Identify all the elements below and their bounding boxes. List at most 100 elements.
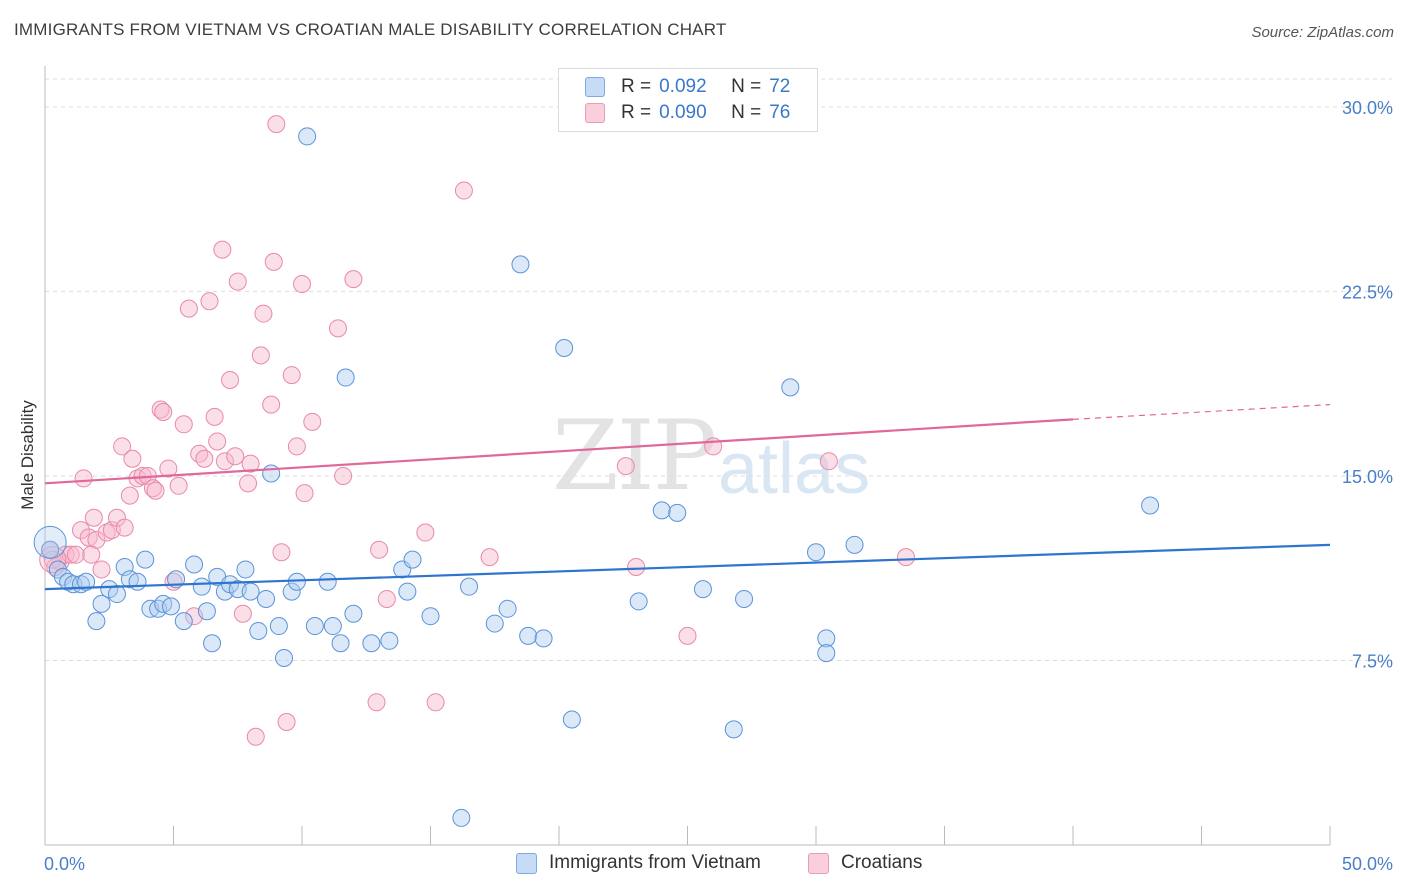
y-tick-label: 22.5% xyxy=(1342,282,1393,302)
croatians-point xyxy=(293,275,311,294)
croatians-point xyxy=(264,252,283,271)
vietnam-point xyxy=(197,602,216,621)
legend-label-vietnam: Immigrants from Vietnam xyxy=(549,852,761,873)
croatians-point xyxy=(205,407,224,426)
croatians-point xyxy=(246,727,265,746)
croatians-point xyxy=(115,518,134,537)
vietnam-point xyxy=(817,644,836,663)
croatians-point xyxy=(896,548,915,567)
vietnam-point xyxy=(305,617,324,636)
vietnam-point xyxy=(1141,496,1160,515)
croatians-point xyxy=(241,454,260,473)
croatians-point xyxy=(71,521,90,540)
croatians-point xyxy=(174,415,193,434)
vietnam-point xyxy=(53,567,72,586)
croatians-point xyxy=(226,447,245,466)
watermark-zip: ZIP xyxy=(552,400,717,512)
vietnam-point xyxy=(262,464,281,483)
vietnam-point xyxy=(282,582,301,601)
vietnam-point xyxy=(241,582,260,601)
vietnam-point xyxy=(817,629,836,648)
vietnam-point xyxy=(498,599,517,618)
vietnam-point xyxy=(724,720,743,739)
x-tick-label: 0.0% xyxy=(44,854,85,874)
croatians-point xyxy=(262,395,281,414)
vietnam-point xyxy=(128,572,147,591)
legend-r-label: R = xyxy=(621,76,652,97)
vietnam-point xyxy=(460,577,479,596)
vietnam-point xyxy=(519,626,538,645)
vietnam-point xyxy=(318,572,337,591)
croatians-point xyxy=(82,545,101,564)
croatians-point xyxy=(151,400,170,419)
vietnam-point xyxy=(275,649,294,668)
vietnam-point xyxy=(693,580,712,599)
croatians-point xyxy=(303,412,322,431)
croatians-point xyxy=(287,437,306,456)
vietnam-point xyxy=(174,612,193,631)
croatians-point xyxy=(179,299,198,318)
croatians-point xyxy=(228,272,247,291)
croatians-point xyxy=(61,545,80,564)
legend-swatch-vietnam xyxy=(516,852,537,874)
tick-labels: 7.5% 15.0% 22.5% 30.0% 0.0% 50.0% xyxy=(44,98,1393,874)
legend-n-label: N = xyxy=(731,76,762,97)
vietnam-point xyxy=(629,592,648,611)
legend-r-value: 0.092 xyxy=(659,76,707,97)
croatians-point xyxy=(370,540,389,559)
croatians-point xyxy=(254,304,273,323)
vietnam-point xyxy=(298,127,317,146)
vietnam-point xyxy=(485,614,504,633)
source-label: Source: ZipAtlas.com xyxy=(1251,24,1394,41)
croatians-point xyxy=(334,466,353,485)
croatians-point-large xyxy=(39,546,67,574)
croatians-trend-line xyxy=(44,418,1074,485)
legend-item-vietnam[interactable]: Immigrants from Vietnam xyxy=(516,852,761,874)
legend-row-vietnam: R = 0.092 N = 72 xyxy=(585,75,790,99)
croatians-point xyxy=(616,457,635,476)
vietnam-point xyxy=(344,604,363,623)
vietnam-point xyxy=(192,577,211,596)
croatians-point xyxy=(123,449,142,468)
croatians-point xyxy=(454,181,473,200)
croatians-point xyxy=(678,626,697,645)
x-tick-label: 50.0% xyxy=(1342,854,1393,874)
vietnam-point xyxy=(807,543,825,562)
croatians-point xyxy=(200,292,219,311)
vietnam-point xyxy=(185,555,204,574)
legend-n-label: N = xyxy=(731,102,762,123)
y-tick-label: 30.0% xyxy=(1342,98,1393,118)
legend-r-value: 0.090 xyxy=(659,102,707,123)
croatians-point xyxy=(272,543,291,562)
correlation-legend: R = 0.092 N = 72 R = 0.090 N = 76 xyxy=(558,68,818,132)
y-tick-label: 7.5% xyxy=(1352,651,1393,671)
croatians-points xyxy=(39,115,915,746)
croatians-trend-extension xyxy=(1072,404,1331,420)
croatians-point xyxy=(213,240,232,259)
legend-item-croatians[interactable]: Croatians xyxy=(808,852,922,874)
vietnam-point xyxy=(249,621,268,640)
croatians-point xyxy=(97,523,116,542)
croatians-point xyxy=(66,545,85,564)
croatians-point xyxy=(159,459,178,478)
croatians-point xyxy=(143,479,162,498)
series-legend: Immigrants from Vietnam Croatians xyxy=(0,852,1406,876)
vietnam-point xyxy=(77,572,96,591)
croatians-point xyxy=(190,444,209,463)
vietnam-point xyxy=(136,550,155,569)
vietnam-point xyxy=(87,612,106,631)
croatians-point xyxy=(120,486,139,505)
croatians-point xyxy=(74,469,93,488)
vietnam-point xyxy=(534,629,553,648)
croatians-point xyxy=(208,432,227,451)
vietnam-point xyxy=(107,585,126,604)
croatians-point xyxy=(169,476,188,495)
croatians-point xyxy=(480,548,499,567)
vietnam-point xyxy=(668,503,687,522)
vietnam-point xyxy=(735,589,754,608)
croatians-point xyxy=(267,115,286,134)
vietnam-point xyxy=(555,339,574,358)
croatians-point xyxy=(84,508,103,527)
legend-swatch-croatians xyxy=(585,103,605,123)
